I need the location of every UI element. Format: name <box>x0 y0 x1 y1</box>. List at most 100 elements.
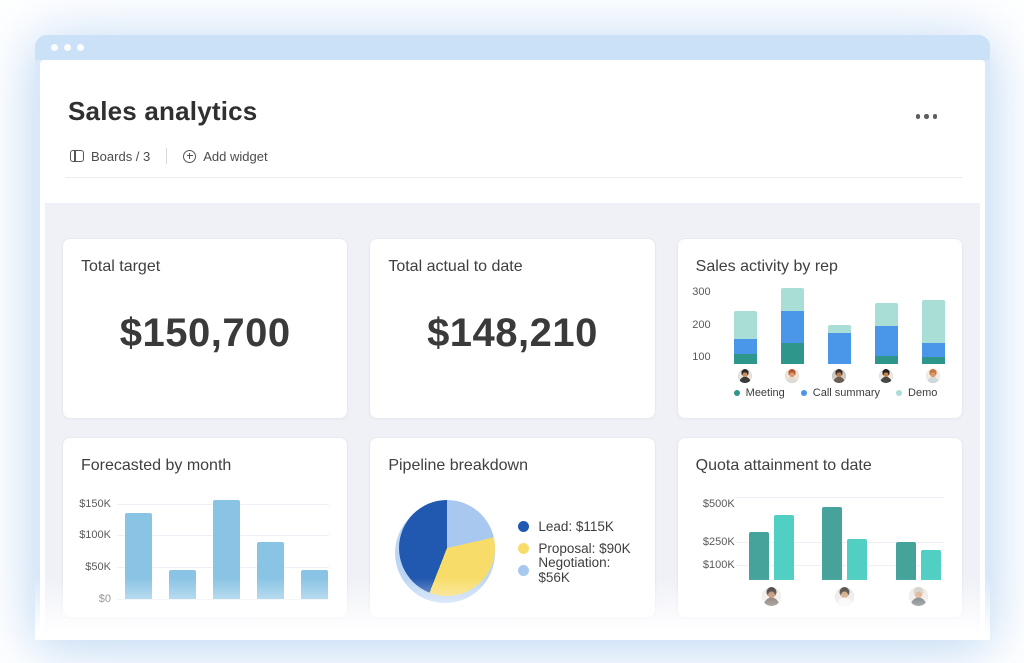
legend-label: Proposal: $90K <box>538 540 631 556</box>
avatar <box>926 369 941 383</box>
legend-dot-icon <box>518 520 530 532</box>
widget-title: Total actual to date <box>388 258 523 275</box>
widget-title: Quota attainment to date <box>695 457 872 474</box>
dashboard-content: Total target $150,700 Total actual to da… <box>45 203 980 639</box>
ellipsis-icon <box>932 114 937 119</box>
gridline <box>117 599 330 600</box>
widget-quota: Quota attainment to date $100K $250K $500K <box>676 437 963 618</box>
y-axis-tick: $100K <box>702 558 735 571</box>
bar-segment <box>733 354 757 364</box>
forecast-chart: $0 $50K $100K $150K <box>79 484 330 605</box>
board-icon <box>70 150 84 162</box>
y-axis-tick: $500K <box>702 498 735 511</box>
pipeline-chart: Lead: $115K Proposal: $90K Negotiation: $5… <box>388 484 636 606</box>
widget-sales-activity: Sales activity by rep 100 200 300 Meeting Ca… <box>676 238 963 419</box>
bar-segment <box>733 311 757 340</box>
ellipsis-icon <box>924 114 929 119</box>
window-body: Sales analytics Boards / 3 Add widget <box>40 60 985 639</box>
quota-bar <box>847 539 868 580</box>
toolbar-divider <box>166 148 168 164</box>
forecast-bar <box>213 500 240 599</box>
y-axis-tick: $250K <box>702 536 735 549</box>
legend-label: Call summary <box>812 387 881 399</box>
avatar <box>908 587 928 606</box>
dashboard-header: Sales analytics Boards / 3 Add widget <box>40 60 985 178</box>
avatar-row <box>696 369 944 383</box>
bar-segment <box>733 339 757 355</box>
stacked-bar <box>827 324 851 365</box>
header-toolbar: Boards / 3 Add widget <box>70 148 268 164</box>
bar-segment <box>827 324 851 333</box>
bar-segment <box>827 332 851 364</box>
window-titlebar <box>35 35 990 60</box>
pie-chart <box>399 500 496 596</box>
legend-label: Negotiation: $56K <box>538 555 611 585</box>
widget-pipeline: Pipeline breakdown Lead: $115K Proposal: … <box>369 437 656 618</box>
legend-item: Demo <box>896 387 937 399</box>
avatar <box>785 369 800 383</box>
widget-title: Sales activity by rep <box>695 258 838 275</box>
legend-dot-icon <box>896 390 903 396</box>
quota-bar <box>920 549 941 580</box>
y-axis-tick: 200 <box>692 318 711 331</box>
forecast-bar <box>301 570 328 599</box>
quota-plot: $100K $250K $500K <box>696 484 944 580</box>
quota-chart: $100K $250K $500K <box>696 484 944 612</box>
avatar <box>832 369 847 383</box>
forecast-bar <box>169 570 196 599</box>
ellipsis-icon <box>915 114 920 119</box>
kpi-value: $150,700 <box>119 311 291 355</box>
bar-segment <box>874 355 898 364</box>
boards-link[interactable]: Boards / 3 <box>70 149 150 164</box>
add-widget-label: Add widget <box>203 148 268 164</box>
stacked-bar <box>921 299 945 364</box>
quota-bar <box>895 542 916 580</box>
bar-segment <box>780 342 804 364</box>
bar-segment <box>921 342 945 358</box>
stacked-bar <box>780 288 804 364</box>
legend-item: Lead: $115K <box>518 515 636 537</box>
header-divider <box>65 177 963 178</box>
bar-segment <box>780 311 804 343</box>
legend-dot-icon <box>518 564 530 576</box>
stacked-bar <box>874 303 898 364</box>
y-axis-tick: $0 <box>98 593 111 605</box>
kpi-value: $148,210 <box>427 311 598 355</box>
more-menu-button[interactable] <box>912 110 942 123</box>
widget-total-target: Total target $150,700 <box>62 238 349 419</box>
window-control-icon[interactable] <box>51 44 58 51</box>
avatar <box>879 369 894 383</box>
y-axis-tick: $150K <box>79 497 111 510</box>
widget-title: Forecasted by month <box>81 457 232 474</box>
pie-legend: Lead: $115K Proposal: $90K Negotiation: $5… <box>518 515 636 585</box>
legend-label: Lead: $115K <box>538 518 614 534</box>
widget-title: Total target <box>81 258 161 275</box>
bar-segment <box>874 303 898 327</box>
widget-forecast: Forecasted by month $0 $50K $100K $150K <box>62 437 349 618</box>
gridline <box>735 496 944 498</box>
avatar <box>835 587 855 606</box>
legend-item: Meeting <box>733 387 785 399</box>
legend-item: Call summary <box>800 387 881 399</box>
legend-dot-icon <box>518 542 530 554</box>
y-axis-tick: $100K <box>79 529 111 542</box>
widget-total-actual: Total actual to date $148,210 <box>369 238 656 419</box>
avatar <box>738 369 753 383</box>
sales-activity-chart: 100 200 300 Meeting Call summary Demo <box>692 285 945 401</box>
legend-dot-icon <box>800 390 807 396</box>
boards-label: Boards / 3 <box>91 148 151 164</box>
forecast-bar <box>257 541 284 599</box>
circle-plus-icon <box>183 149 197 163</box>
quota-bar <box>748 531 769 580</box>
legend-dot-icon <box>733 390 740 396</box>
stacked-bar <box>733 311 757 364</box>
quota-bar <box>822 507 843 580</box>
legend-label: Meeting <box>745 387 785 399</box>
window-control-icon[interactable] <box>77 44 84 51</box>
add-widget-button[interactable]: Add widget <box>183 148 268 164</box>
avatar <box>761 587 781 606</box>
window-control-icon[interactable] <box>64 44 71 51</box>
y-axis-tick: 300 <box>692 285 711 298</box>
app-window: Sales analytics Boards / 3 Add widget <box>35 35 990 640</box>
y-axis-tick: $50K <box>85 561 111 574</box>
